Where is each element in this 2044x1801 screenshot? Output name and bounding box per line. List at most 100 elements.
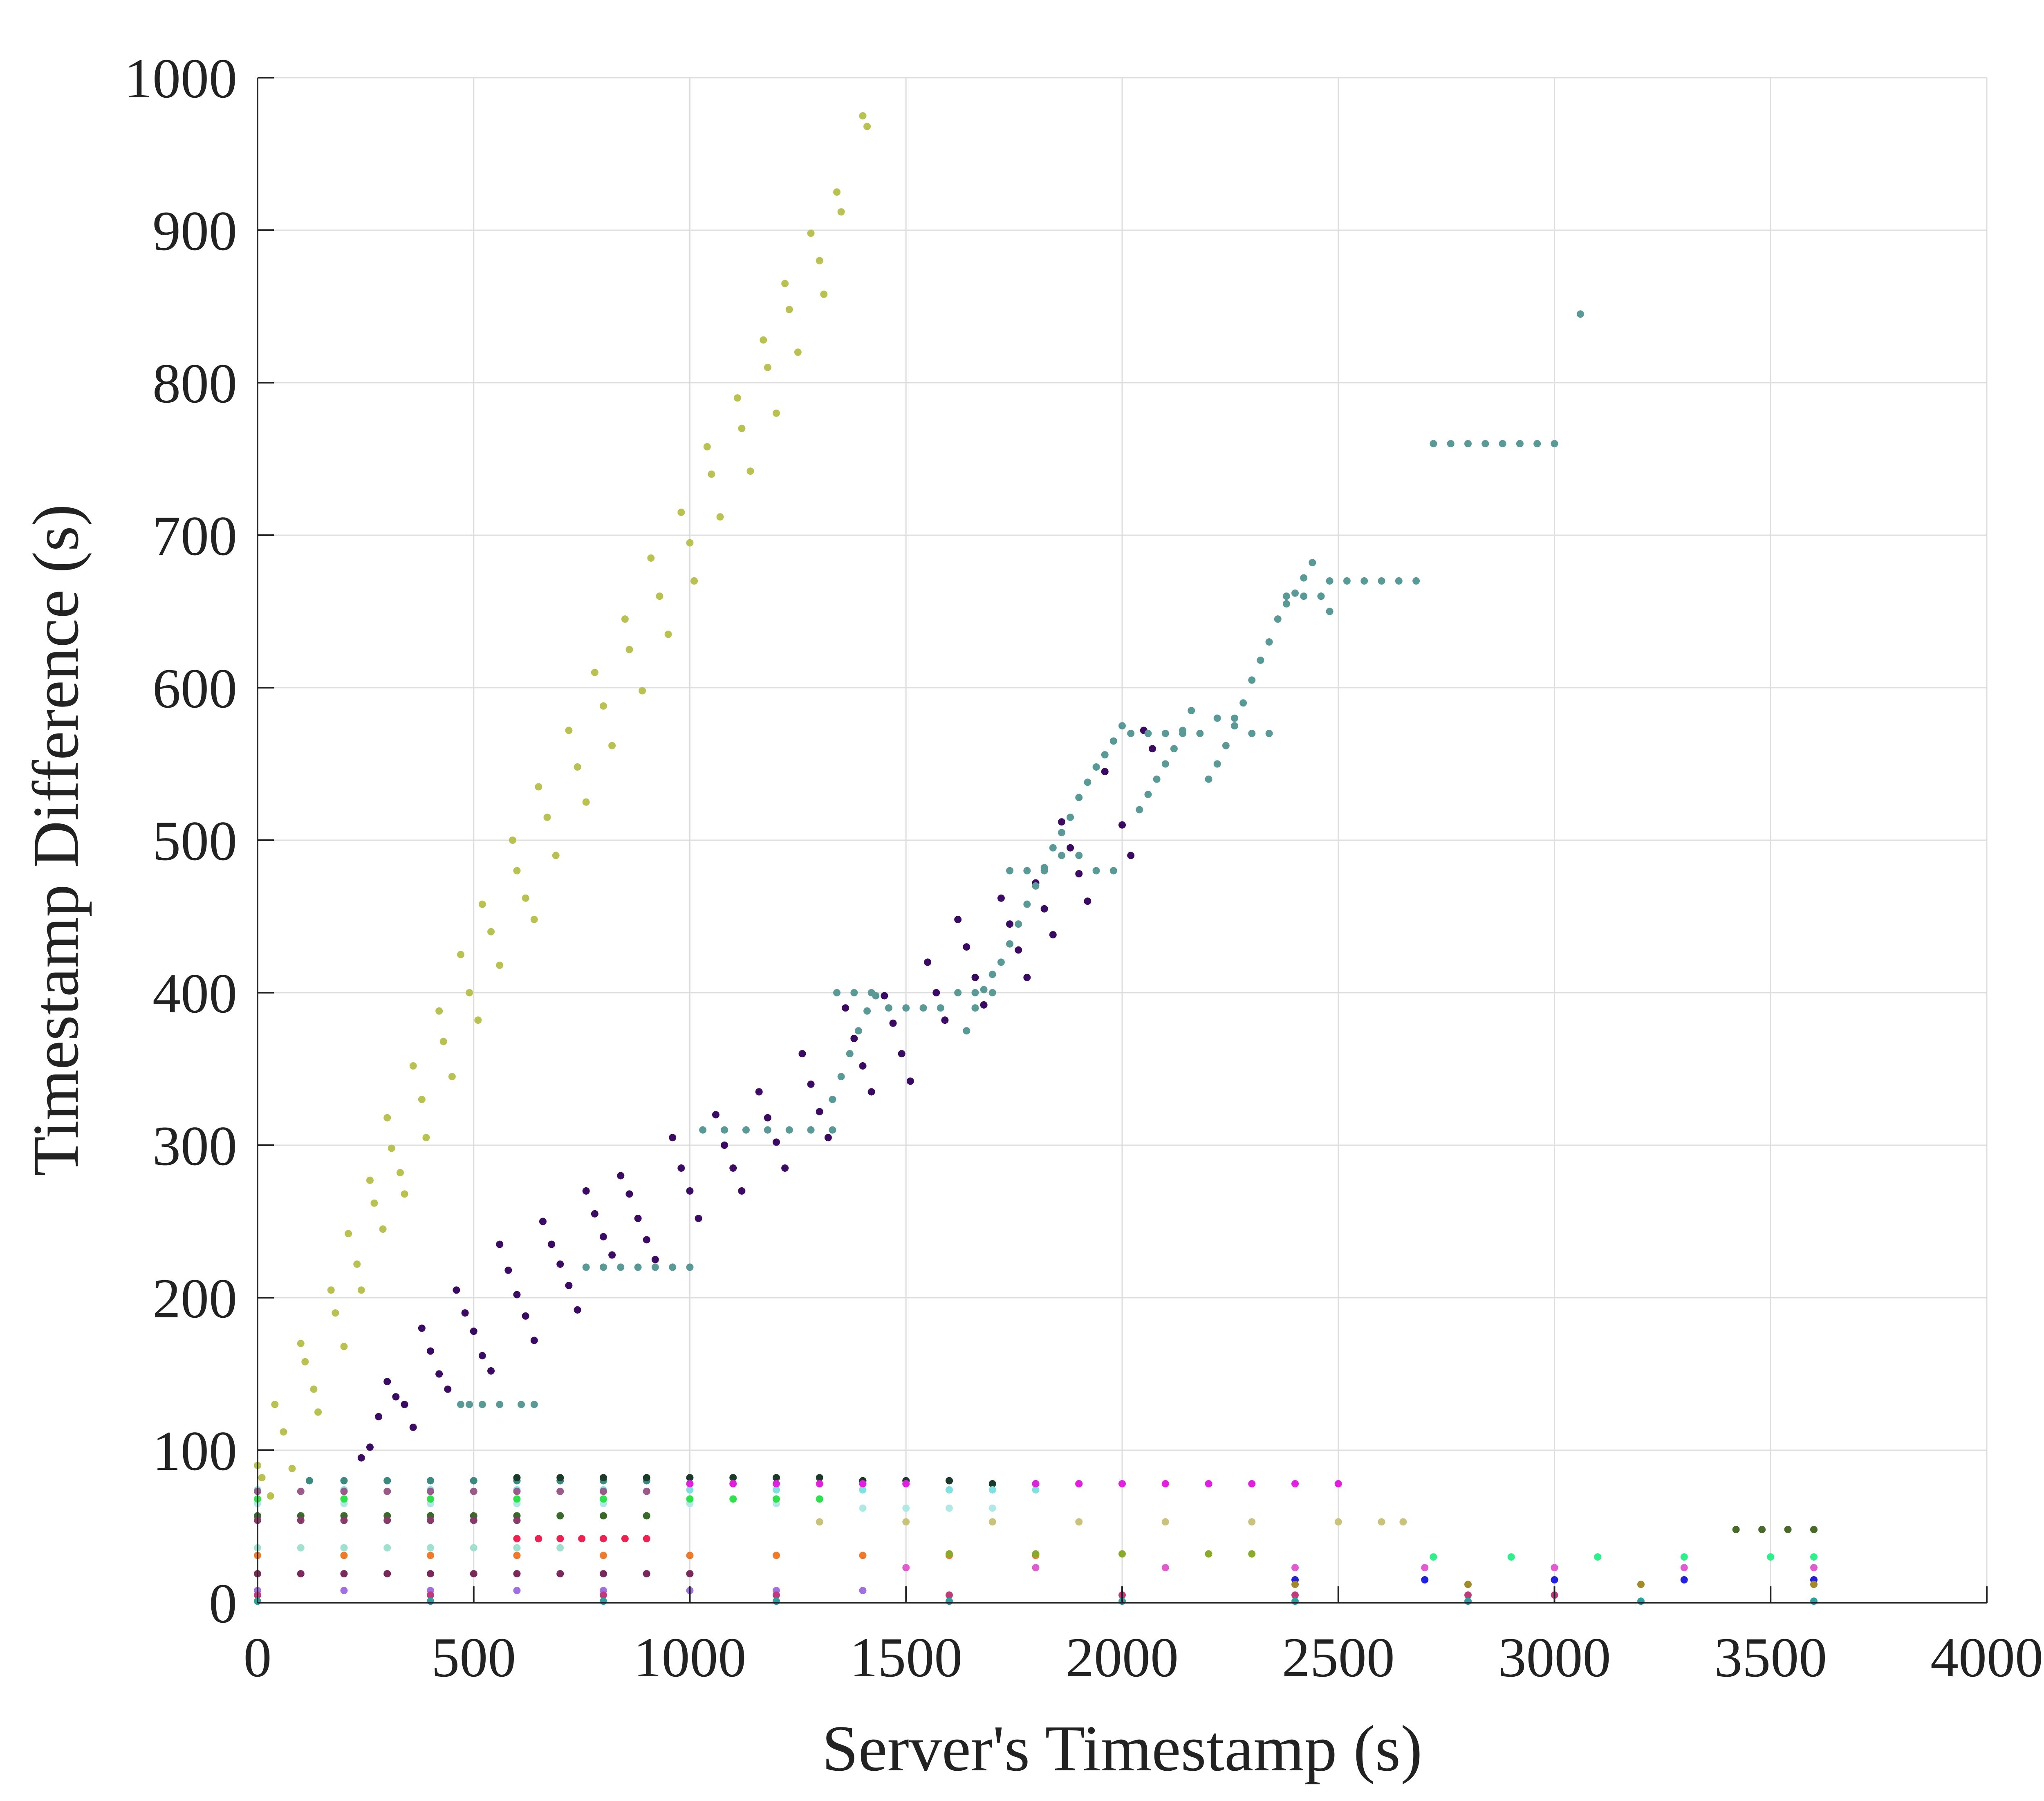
data-point	[427, 1570, 434, 1578]
data-point	[1118, 1480, 1126, 1488]
data-point	[971, 973, 979, 981]
data-point	[686, 1495, 694, 1503]
data-point	[600, 1474, 607, 1482]
data-point	[522, 1312, 529, 1320]
data-point	[686, 1187, 694, 1195]
series-18	[1732, 1525, 1818, 1533]
data-point	[863, 1007, 871, 1015]
data-point	[859, 1587, 867, 1595]
data-point	[963, 1027, 970, 1035]
data-point	[794, 348, 802, 356]
data-point	[1213, 760, 1221, 768]
data-point	[988, 1504, 996, 1512]
data-point	[478, 1401, 486, 1409]
x-axis-title: Server's Timestamp (s)	[822, 1712, 1423, 1785]
data-point	[1136, 806, 1143, 814]
data-point	[1144, 729, 1152, 737]
data-point	[1810, 1581, 1818, 1588]
data-point	[1058, 829, 1065, 837]
series-17	[1430, 1553, 1818, 1561]
data-point	[422, 1134, 430, 1142]
data-point	[1075, 852, 1083, 859]
data-point	[1637, 1597, 1645, 1605]
y-tick-label: 800	[152, 352, 237, 415]
data-point	[1032, 882, 1040, 890]
data-point	[1161, 1518, 1169, 1526]
data-point	[617, 1172, 625, 1180]
data-point	[773, 409, 780, 417]
data-point	[1239, 699, 1247, 707]
data-point	[1637, 1581, 1645, 1588]
data-point	[785, 1126, 793, 1134]
data-point	[980, 1001, 988, 1009]
data-point	[816, 1495, 823, 1503]
data-point	[574, 1306, 581, 1314]
data-point	[781, 280, 789, 287]
data-point	[721, 1126, 728, 1134]
data-point	[643, 1535, 650, 1543]
data-point	[1551, 1564, 1558, 1572]
data-point	[470, 1570, 477, 1578]
data-point	[1291, 589, 1299, 597]
data-point	[1084, 778, 1091, 786]
series-14	[254, 1544, 564, 1552]
data-point	[340, 1487, 348, 1495]
data-point	[854, 1027, 862, 1035]
data-point	[1049, 931, 1057, 939]
data-point	[401, 1401, 408, 1409]
data-point	[1075, 794, 1083, 801]
data-point	[677, 509, 685, 516]
tick-labels: 0 500 1000 1500 2000 2500 3000 3500 4000 0 100 200 3…	[124, 47, 2043, 1689]
data-point	[1430, 440, 1437, 448]
data-point	[634, 1215, 642, 1222]
data-point	[409, 1424, 417, 1431]
data-point	[427, 1347, 434, 1355]
data-point	[1810, 1525, 1818, 1533]
data-point	[625, 646, 633, 653]
data-point	[427, 1487, 434, 1495]
data-point	[941, 1016, 949, 1024]
data-point	[375, 1413, 383, 1420]
data-point	[548, 1240, 556, 1248]
data-point	[859, 1552, 867, 1559]
series-11	[254, 1516, 521, 1524]
data-point	[297, 1570, 305, 1578]
data-point	[1067, 814, 1074, 821]
series-7	[686, 1480, 1342, 1488]
data-point	[327, 1286, 335, 1294]
data-point	[1680, 1564, 1688, 1572]
data-point	[513, 1587, 521, 1595]
data-point	[656, 592, 663, 600]
data-point	[1015, 920, 1022, 928]
data-point	[798, 1050, 806, 1058]
data-point	[470, 1516, 477, 1524]
data-point	[600, 702, 607, 710]
series-24	[254, 1591, 1558, 1599]
data-point	[686, 539, 694, 547]
data-point	[556, 1474, 564, 1482]
data-point	[1291, 1480, 1299, 1488]
x-tick-label: 4000	[1930, 1626, 2043, 1689]
data-point	[379, 1225, 387, 1233]
data-point	[1161, 1480, 1169, 1488]
data-point	[600, 1591, 607, 1599]
data-point	[1430, 1553, 1437, 1561]
data-point	[1222, 742, 1230, 749]
data-point	[1309, 559, 1316, 567]
data-point	[1092, 763, 1100, 771]
data-point	[859, 1504, 867, 1512]
data-point	[1326, 608, 1334, 615]
x-tick-label: 2000	[1066, 1626, 1179, 1689]
data-point	[582, 798, 590, 806]
y-tick-label: 0	[209, 1572, 237, 1635]
data-point	[816, 1518, 823, 1526]
data-points	[254, 112, 1818, 1605]
data-point	[1551, 440, 1558, 448]
data-point	[859, 112, 867, 120]
data-point	[310, 1385, 318, 1393]
data-point	[267, 1492, 274, 1500]
data-point	[591, 668, 598, 676]
data-point	[1360, 577, 1368, 585]
data-point	[1464, 1597, 1472, 1605]
